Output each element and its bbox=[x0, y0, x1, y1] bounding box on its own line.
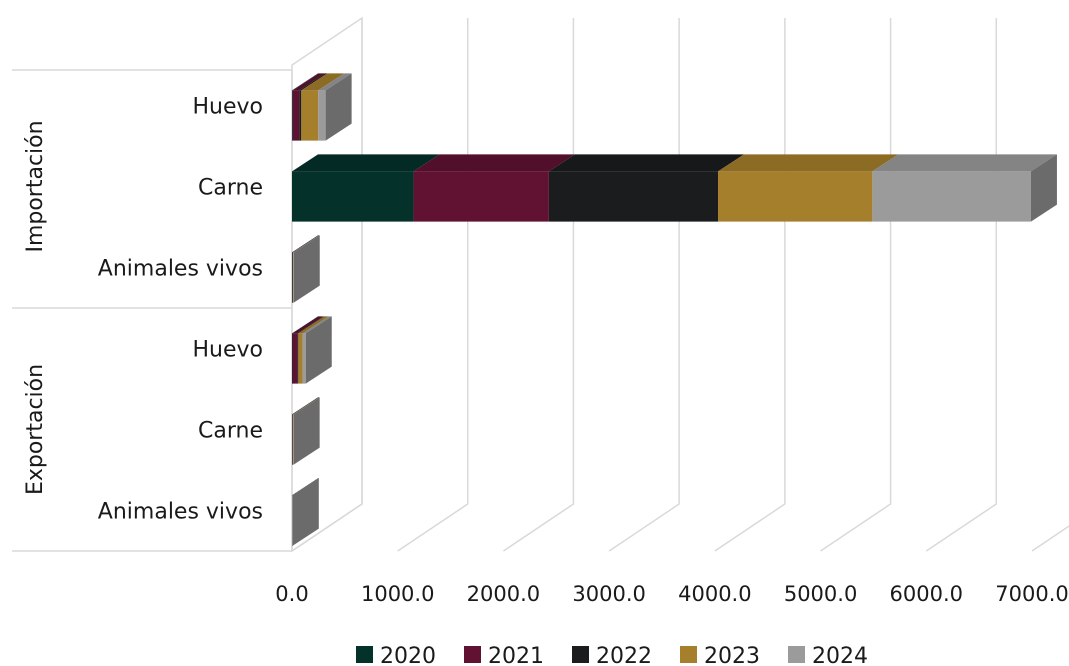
gridline bbox=[714, 18, 786, 552]
legend-swatch-2021 bbox=[464, 646, 481, 663]
gridline bbox=[503, 18, 575, 552]
bar-side bbox=[325, 73, 352, 141]
tick-label: 5000.0 bbox=[784, 582, 857, 606]
bar-2020 bbox=[292, 333, 293, 384]
legend-swatch-2020 bbox=[356, 646, 373, 663]
legend-label-2024: 2024 bbox=[812, 644, 868, 666]
group-label: Importación bbox=[23, 120, 48, 252]
legend-label-2021: 2021 bbox=[488, 644, 544, 666]
legend-swatch-2022 bbox=[572, 646, 589, 663]
bar-top-2021 bbox=[292, 73, 326, 91]
category-label: Carne bbox=[198, 419, 263, 444]
grid-lines bbox=[291, 18, 1069, 552]
bar-top-2021 bbox=[413, 154, 575, 172]
bar-2024 bbox=[292, 252, 294, 303]
legend-label-2020: 2020 bbox=[380, 644, 436, 666]
bar-2023 bbox=[301, 90, 319, 141]
bar-top-2024 bbox=[872, 154, 1057, 172]
bar-side bbox=[293, 235, 320, 303]
bar-top-2022 bbox=[548, 154, 745, 172]
category-label: Animales vivos bbox=[98, 257, 263, 282]
tick-label: 4000.0 bbox=[678, 582, 751, 606]
tick-label: 2000.0 bbox=[467, 582, 540, 606]
bar-2023 bbox=[298, 333, 303, 384]
category-label: Animales vivos bbox=[98, 500, 263, 525]
bar-2021 bbox=[292, 333, 298, 384]
legend: 2020 2021 2022 2023 2024 bbox=[356, 644, 868, 666]
bar-top-2022 bbox=[299, 73, 328, 91]
bar-top-2020 bbox=[292, 73, 319, 91]
bar-2022 bbox=[299, 90, 302, 141]
bar-top-2023 bbox=[298, 316, 329, 334]
bar-side bbox=[305, 316, 332, 384]
bar-2024 bbox=[872, 171, 1031, 222]
bar-top-2021 bbox=[292, 316, 324, 334]
bar-top-2024 bbox=[292, 235, 320, 253]
bar-top-2024 bbox=[292, 478, 319, 496]
legend-swatch-2023 bbox=[680, 646, 697, 663]
category-label: Carne bbox=[198, 176, 263, 201]
bar-side bbox=[292, 478, 319, 546]
tick-label: 6000.0 bbox=[890, 582, 963, 606]
legend-label-2022: 2022 bbox=[596, 644, 652, 666]
category-label: Huevo bbox=[192, 338, 263, 363]
gridline bbox=[820, 18, 892, 552]
tick-labels: 0.0 1000.0 2000.0 3000.0 4000.0 5000.0 6000.0 7… bbox=[275, 582, 1068, 606]
bar-top-2020 bbox=[292, 154, 440, 172]
category-axis bbox=[12, 16, 363, 553]
legend-swatch-2024 bbox=[788, 646, 805, 663]
group-label: Exportación bbox=[23, 364, 48, 495]
bar-top-2024 bbox=[302, 316, 332, 334]
bar-2023 bbox=[718, 171, 873, 222]
bar-2024 bbox=[302, 333, 306, 384]
bar-2021 bbox=[413, 171, 549, 222]
bar-side bbox=[293, 397, 320, 465]
tick-label: 7000.0 bbox=[995, 582, 1068, 606]
gridline bbox=[397, 18, 469, 552]
bar-2022 bbox=[297, 333, 299, 384]
gridline bbox=[925, 18, 998, 552]
gridline bbox=[608, 18, 680, 552]
category-label: Huevo bbox=[192, 95, 263, 120]
bar-2024 bbox=[292, 414, 294, 465]
bar-top-2024 bbox=[292, 397, 320, 415]
bar-2024 bbox=[292, 495, 293, 546]
bar-2020 bbox=[292, 171, 414, 222]
gridline bbox=[1031, 525, 1069, 552]
category-labels: Importación Huevo Carne Animales vivos Expor… bbox=[23, 95, 263, 525]
bar-top-2022 bbox=[297, 316, 325, 334]
bar-2024 bbox=[318, 90, 326, 141]
tick-label: 0.0 bbox=[275, 582, 308, 606]
bar-top-2024 bbox=[318, 73, 352, 91]
bar-top-2023 bbox=[718, 154, 899, 172]
bar-side bbox=[1030, 154, 1057, 222]
tick-label: 3000.0 bbox=[572, 582, 645, 606]
bar-2020 bbox=[292, 90, 293, 141]
legend-label-2023: 2023 bbox=[704, 644, 760, 666]
bar-2022 bbox=[548, 171, 719, 222]
bars bbox=[292, 73, 1057, 546]
tick-label: 1000.0 bbox=[361, 582, 434, 606]
bar-2021 bbox=[292, 90, 300, 141]
bar-top-2023 bbox=[301, 73, 345, 91]
